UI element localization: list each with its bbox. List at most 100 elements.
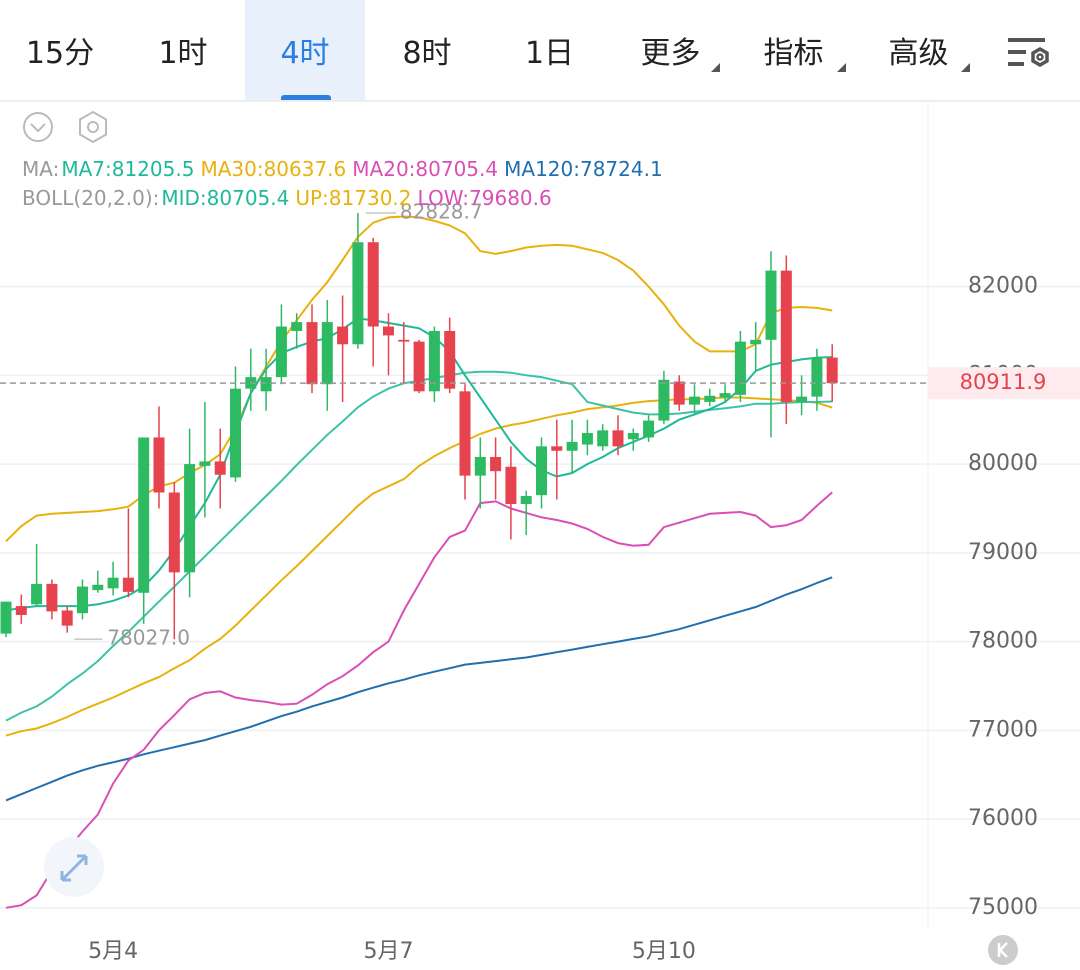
candle-body [291,322,303,331]
settings-hex[interactable] [79,110,107,144]
candle-body [673,381,685,405]
candle-body [413,341,425,392]
legend-label: BOLL(20,2.0): [22,186,160,210]
candle-body [627,433,639,440]
candle-body [337,326,349,345]
candle-body [566,441,578,451]
tab[interactable]: 1时 [122,0,244,100]
legend-label: MA: [22,157,60,181]
candle-body [31,583,43,605]
dropdown-arrow [837,63,846,72]
tab-label: 8时 [402,36,452,71]
candle-body [520,496,532,505]
dropdown-arrow [961,63,970,72]
y-tick-label: 76000 [968,806,1038,831]
candle-body [719,393,731,398]
y-tick-label: 75000 [968,895,1038,920]
price-label: 80911.9 [960,370,1047,394]
tab-label: 1时 [158,36,208,71]
candle-body [77,586,88,614]
tab[interactable]: 15分 [0,0,120,100]
boll-legend: BOLL(20,2.0): MID:80705.4 UP:81730.2 LOW:79… [22,186,558,210]
candle-body [459,391,471,476]
candle-body [184,464,196,573]
price-box [928,367,1080,400]
candle-body [107,577,119,589]
legend-item: MA120:78724.1 [504,157,663,181]
candle-body [658,379,670,421]
candle-body [811,357,823,397]
tab-label: 1日 [524,36,575,71]
candle-body [168,492,180,573]
tab-label: 4时 [280,36,330,71]
candle-body [138,437,150,593]
candle-body [214,461,226,475]
indicator-line [5,491,833,909]
x-tick-label: 5月7 [364,939,414,964]
candle-body [750,339,762,345]
y-tick-label: 79000 [968,540,1038,565]
tab-label: 15分 [25,36,95,71]
settings-icon[interactable] [1008,38,1049,68]
expand-icon[interactable] [44,837,104,897]
candle-body [260,377,272,392]
indicator-line [5,396,833,737]
candle-body [704,395,716,402]
tab-label: 指标 [763,36,824,71]
y-tick-label: 82000 [968,274,1038,299]
indicator-line [5,576,833,802]
collapse-arrow [30,123,46,133]
candle-body [490,456,502,472]
candle-body [796,396,808,402]
dropdown-arrow [711,63,720,72]
collapse-icon[interactable] [23,112,53,142]
y-tick-label: 78000 [968,629,1038,654]
candle-body [734,341,746,395]
tab[interactable]: 8时 [366,0,488,100]
candle-body [0,601,12,634]
kline-button[interactable] [988,935,1018,965]
legend-item: MA20:80705.4 [352,157,499,181]
tab[interactable]: 高级 [857,0,980,100]
candle-body [765,270,777,340]
indicator-line [5,370,833,722]
y-tick-label: 77000 [968,717,1038,742]
candle-body [61,610,73,626]
candle-body [352,242,364,345]
legend-item: LOW:79680.6 [417,186,552,210]
min-label: 78027.0 [107,626,190,650]
candle-body [428,330,440,392]
candle-body [398,339,410,342]
candle-body [275,326,287,378]
candle-body [321,322,333,385]
candle-body [474,456,486,476]
candle-body [92,584,104,591]
candle-body [536,446,547,496]
tab-label: 更多 [640,36,701,71]
candle-body [689,396,700,405]
candle-body [505,466,517,505]
candle-body [367,242,379,327]
candle-body [780,270,792,402]
candle-body [15,606,27,615]
candle-body [612,430,624,447]
tab-indicator [281,95,331,100]
tab[interactable]: 4时 [245,0,365,100]
candle-body [643,420,655,438]
candle-body [581,433,593,445]
tab[interactable]: 指标 [731,0,856,100]
tab[interactable]: 1日 [489,0,610,100]
divider [0,100,1080,102]
x-tick-label: 5月4 [88,939,138,964]
tab-label: 高级 [888,36,949,71]
candle-body [444,330,456,389]
candle-body [306,322,318,385]
candle-body [199,461,211,466]
x-tick-label: 5月10 [632,939,696,964]
legend-item: MA30:80637.6 [200,157,347,181]
tab[interactable]: 更多 [611,0,730,100]
legend-item: MA7:81205.5 [61,157,195,181]
candle-body [551,446,563,451]
